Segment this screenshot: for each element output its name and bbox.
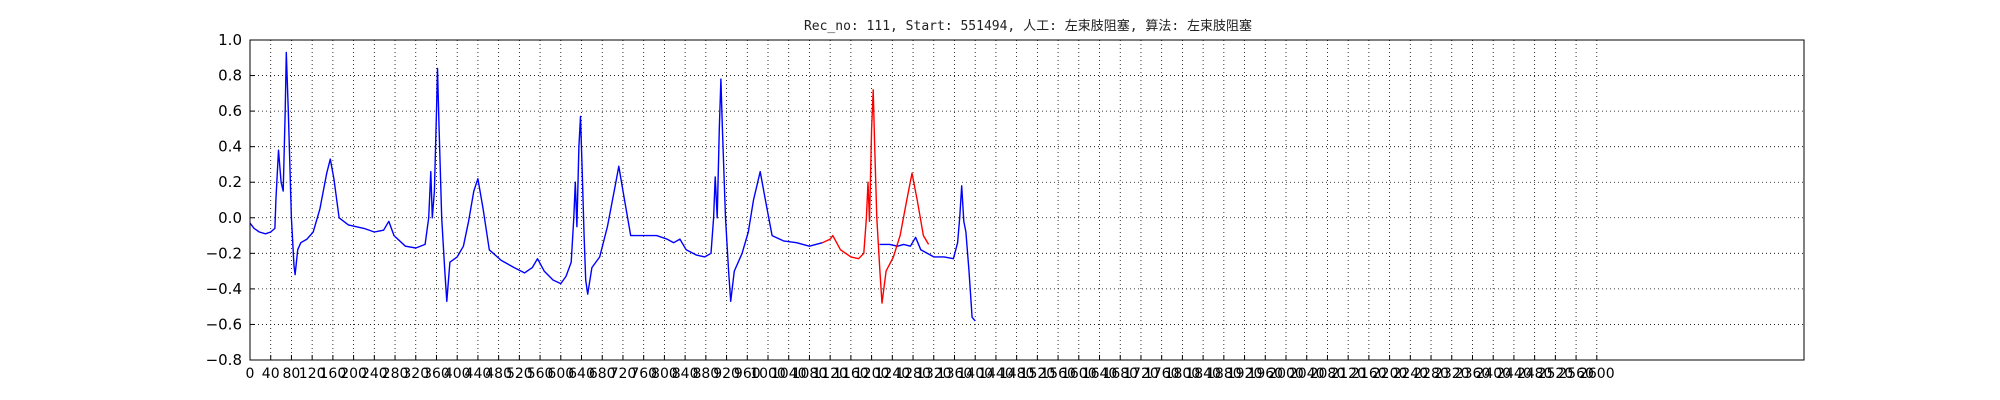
x-tick-label: 320: [402, 366, 429, 382]
x-tick-label: 360: [423, 366, 450, 382]
x-tick-label: 840: [672, 366, 699, 382]
chart-title: Rec_no: 111, Start: 551494, 人工: 左束肢阻塞, 算…: [804, 18, 1252, 34]
x-tick-label: 80: [283, 366, 301, 382]
x-tick-label: 1400: [957, 366, 993, 382]
x-tick-label: 1840: [1185, 366, 1221, 382]
x-tick-label: 2480: [1517, 366, 1553, 382]
x-tick-label: 560: [527, 366, 554, 382]
x-tick-label: 2360: [1455, 366, 1491, 382]
x-tick-label: 2600: [1579, 366, 1615, 382]
x-tick-label: 1560: [1040, 366, 1076, 382]
plot-frame: [249, 39, 1805, 361]
x-tick-label: 1720: [1123, 366, 1159, 382]
x-tick-label: 960: [734, 366, 761, 382]
x-tick-label: 2200: [1372, 366, 1408, 382]
x-tick-label: 600: [547, 366, 574, 382]
x-tick-label: 1040: [771, 366, 807, 382]
y-tick-label: 0.4: [218, 138, 242, 156]
x-tick-label: 1640: [1082, 366, 1118, 382]
x-tick-label: 1320: [916, 366, 952, 382]
x-tick-label: 1200: [854, 366, 890, 382]
x-tick-label: 1920: [1227, 366, 1263, 382]
x-tick-label: 1600: [1061, 366, 1097, 382]
x-tick-label: 1080: [792, 366, 828, 382]
x-tick-label: 1480: [999, 366, 1035, 382]
y-tick-label: 0.8: [218, 67, 242, 85]
x-tick-label: 1000: [750, 366, 786, 382]
ecg-trace-blue: [249, 51, 823, 302]
x-tick-label: 720: [610, 366, 637, 382]
ecg-trace-blue: [879, 185, 976, 322]
x-tick-label: 1360: [937, 366, 973, 382]
x-tick-label: 200: [340, 366, 367, 382]
x-tick-label: 2000: [1268, 366, 1304, 382]
x-tick-label: 2160: [1351, 366, 1387, 382]
x-tick-label: 2080: [1310, 366, 1346, 382]
x-tick-label: 640: [568, 366, 595, 382]
x-tick-label: 480: [485, 366, 512, 382]
x-tick-label: 880: [692, 366, 719, 382]
x-tick-label: 2400: [1475, 366, 1511, 382]
x-tick-label: 2320: [1434, 366, 1470, 382]
x-tick-label: 2240: [1392, 366, 1428, 382]
x-tick-label: 520: [506, 366, 533, 382]
x-tick-label: 280: [382, 366, 409, 382]
x-tick-label: 0: [246, 366, 255, 382]
y-tick-label: 0.0: [218, 209, 242, 227]
x-tick-label: 1800: [1165, 366, 1201, 382]
x-tick-label: 2120: [1330, 366, 1366, 382]
y-tick-label: −0.2: [206, 244, 242, 262]
series-lines: [249, 51, 976, 322]
x-tick-label: 1240: [874, 366, 910, 382]
x-tick-label: 2040: [1289, 366, 1325, 382]
grid-lines: [250, 40, 1804, 360]
x-tick-label: 760: [630, 366, 657, 382]
x-tick-label: 400: [444, 366, 471, 382]
y-axis-ticks: 1.0 0.8 0.6 0.4 0.2 0.0 −0.2 −0.4 −0.6 −0.8: [206, 31, 255, 369]
y-tick-label: −0.6: [206, 315, 242, 333]
y-tick-label: −0.8: [206, 351, 242, 369]
y-tick-label: −0.4: [206, 280, 242, 298]
x-tick-label: 40: [262, 366, 280, 382]
x-tick-label: 240: [361, 366, 388, 382]
y-tick-label: 0.6: [218, 102, 242, 120]
x-tick-label: 800: [651, 366, 678, 382]
x-tick-label: 2280: [1413, 366, 1449, 382]
x-tick-label: 1520: [1020, 366, 1056, 382]
y-tick-label: 1.0: [218, 31, 242, 49]
x-tick-label: 680: [589, 366, 616, 382]
x-axis-ticks: 0 40 8012016020024028032036040044048052056…: [246, 355, 1615, 382]
x-tick-label: 1760: [1144, 366, 1180, 382]
x-tick-label: 1440: [978, 366, 1014, 382]
y-tick-label: 0.2: [218, 173, 242, 191]
x-tick-label: 920: [713, 366, 740, 382]
x-tick-label: 1120: [812, 366, 848, 382]
x-tick-label: 440: [465, 366, 492, 382]
x-tick-label: 1680: [1102, 366, 1138, 382]
x-tick-label: 120: [299, 366, 326, 382]
x-tick-label: 1160: [833, 366, 869, 382]
x-tick-label: 1280: [895, 366, 931, 382]
x-tick-label: 1880: [1206, 366, 1242, 382]
ecg-trace-red: [822, 89, 930, 304]
x-tick-label: 2440: [1496, 366, 1532, 382]
x-tick-label: 160: [320, 366, 347, 382]
x-tick-label: 2520: [1538, 366, 1574, 382]
x-tick-label: 2560: [1558, 366, 1594, 382]
x-tick-label: 1960: [1247, 366, 1283, 382]
